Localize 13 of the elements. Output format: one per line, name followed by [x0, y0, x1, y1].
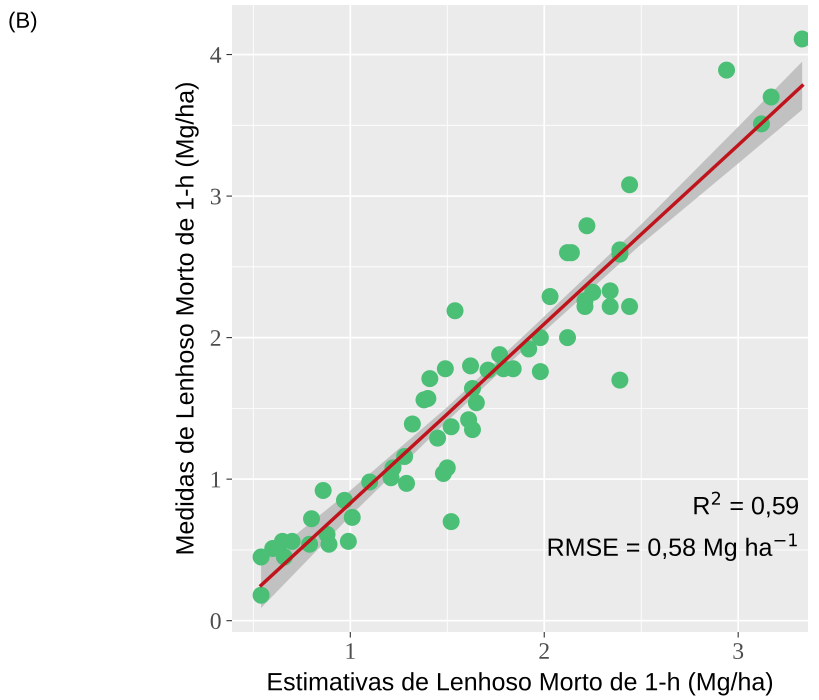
y-axis-title: Medidas de Lenhoso Morto de 1-h (Mg/ha) [175, 83, 199, 554]
y-tick-label: 3 [210, 188, 221, 204]
x-tick-label: 1 [346, 643, 355, 659]
annotation: RMSE = 0,58 Mg ha$^{−1}$ [548, 533, 797, 561]
text: (B) [9, 12, 36, 32]
x-axis-title: Estimativas de Lenhoso Morto de 1-h (Mg/ha) [268, 672, 772, 696]
annotation: R$^{2}$ = 0,59 [694, 492, 798, 518]
y-tick-label: 0 [210, 613, 221, 630]
x-tick-label: 2 [539, 643, 549, 659]
y-tick-label: 1 [212, 472, 220, 488]
x-tick-label: 3 [733, 643, 744, 660]
y-tick-label: 2 [210, 330, 220, 346]
y-tick-label: 4 [210, 47, 222, 63]
